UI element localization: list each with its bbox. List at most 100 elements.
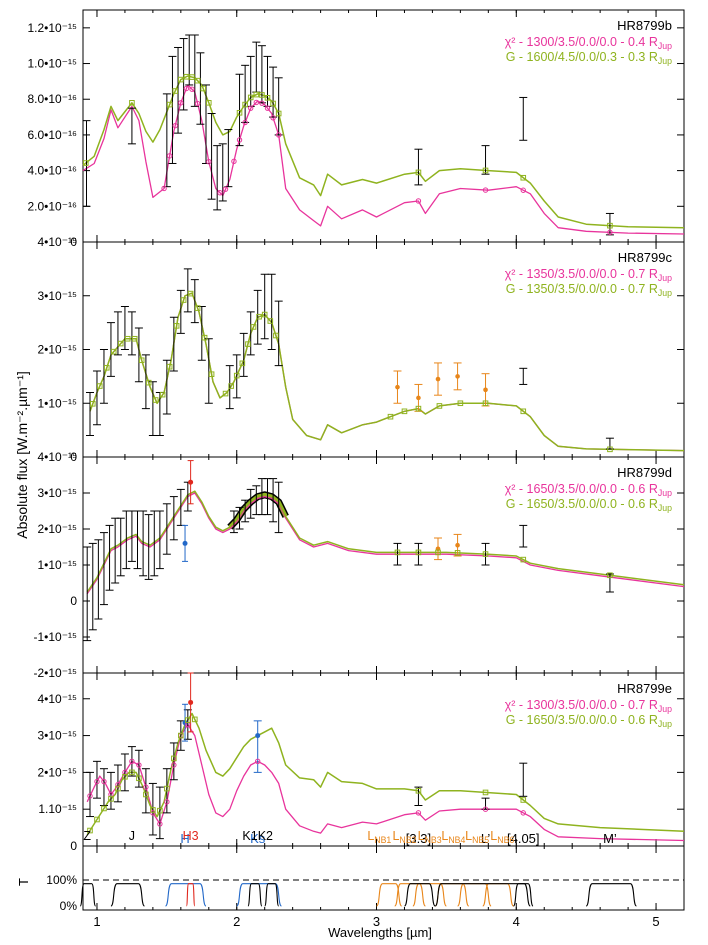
model-chi2-line [89,292,685,452]
model-g-marker [152,397,159,403]
transmission-tick-label: 100% [46,873,77,887]
model-g-marker [124,335,131,342]
photometry-orange-dot [455,374,460,379]
model-g-marker [159,391,166,398]
model-g-marker [457,400,464,407]
model-g-marker [138,357,145,364]
model-chi2-marker [94,778,100,785]
y-tick-label: -1•10⁻¹⁵ [33,630,77,644]
model-g-marker [185,717,191,723]
panel-object-name: HR8799c [618,250,673,265]
model-g-marker [115,785,121,792]
filter-label: LNB5 [465,829,489,845]
model-chi2-marker [520,187,526,193]
model-g-marker [183,73,190,80]
model-chi2-marker [264,105,271,111]
model-chi2-marker [275,132,282,138]
filter-label: LNB6 [490,829,514,845]
filter-label: H3 [183,829,199,843]
model-g-marker [245,341,251,347]
model-g-marker [89,400,96,407]
model-g-marker [103,364,110,371]
model-g-marker [482,789,489,796]
panel-object-name: HR8799b [617,18,672,33]
filter-curve [185,883,196,907]
model-g-line [89,292,685,452]
model-g-line [82,75,685,229]
filter-curve [79,883,97,907]
legend-entry: G - 1350/3.5/0.0/0.0 - 0.7 RJup [506,282,672,298]
model-g-marker [275,110,282,117]
model-g-marker [166,363,173,370]
model-g-marker [150,807,156,813]
photometry-orange-dot [455,542,460,548]
filter-curve [403,883,436,907]
panel-hr8799c: 0 1•10⁻¹⁵ 2•10⁻¹⁵ 3•10⁻¹⁵ 4•10⁻¹⁵ HR8799c χ² -… [37,235,685,464]
model-g-marker [173,323,180,329]
model-g-marker [178,76,184,83]
band-label: L’ [481,831,491,846]
photometry-h3-dot [188,479,194,485]
model-g-marker [520,174,527,181]
model-g-marker [129,100,135,106]
model-chi2-marker [222,186,229,192]
model-g-line [86,490,685,593]
filter-label: Z [83,829,91,843]
photometry-ks-dot [255,733,261,739]
model-g-marker [436,403,443,409]
model-chi2-marker [178,100,184,106]
model-g-marker [180,297,187,303]
band-label: [3.3] [406,831,431,846]
photometry-orange-dot [416,395,421,401]
photometry-h3-dot [188,699,194,705]
band-label: M’ [603,831,617,846]
model-chi2-marker [259,100,265,106]
legend-entry: G - 1600/4.5/0.0/0.3 - 0.3 RJup [506,50,672,66]
filter-label: J [129,829,135,843]
filter-curve [412,883,447,907]
filter-curve [585,883,638,907]
model-chi2-marker [172,122,178,129]
y-tick-label: 0 [70,839,77,853]
model-chi2-line [82,84,685,235]
model-chi2-marker [171,762,177,768]
panel-object-name: HR8799d [617,465,672,480]
model-g-marker [187,290,194,297]
legend-entry: χ² - 1350/3.5/0.0/0.0 - 0.7 RJup [505,267,672,283]
model-g-marker [166,101,173,108]
model-g-marker [394,549,401,556]
y-tick-label: 2•10⁻¹⁵ [37,522,77,536]
model-g-marker [208,371,215,378]
model-chi2-marker [129,758,135,765]
model-g-marker [194,305,201,311]
model-chi2-line [86,723,685,842]
filter-label: LNB1 [367,829,391,845]
model-g-marker [415,405,422,412]
model-g-marker [222,390,229,397]
filter-curve [164,883,207,907]
model-chi2-marker [161,185,167,192]
model-g-marker [520,797,527,803]
model-g-marker [164,785,170,792]
filter-curve [457,883,492,907]
model-chi2-marker [415,810,422,816]
y-tick-label: 1•10⁻¹⁵ [37,396,77,410]
filter-curve [434,883,470,907]
photometry-orange-dot [435,376,441,382]
model-g-marker [253,91,260,98]
y-tick-label: 3•10⁻¹⁵ [37,729,77,743]
model-g-marker [242,101,248,108]
model-chi2-marker [242,119,248,126]
transmission-frame [82,845,685,911]
model-chi2-marker [236,137,243,143]
model-g-marker [239,360,246,367]
model-g-marker [96,383,103,389]
model-g-marker [520,408,527,415]
model-chi2-marker [607,229,613,236]
model-g-marker [247,94,254,101]
model-g-line [86,712,685,836]
model-chi2-marker [115,781,121,788]
model-chi2-marker [206,158,212,165]
model-g-marker [250,324,257,330]
